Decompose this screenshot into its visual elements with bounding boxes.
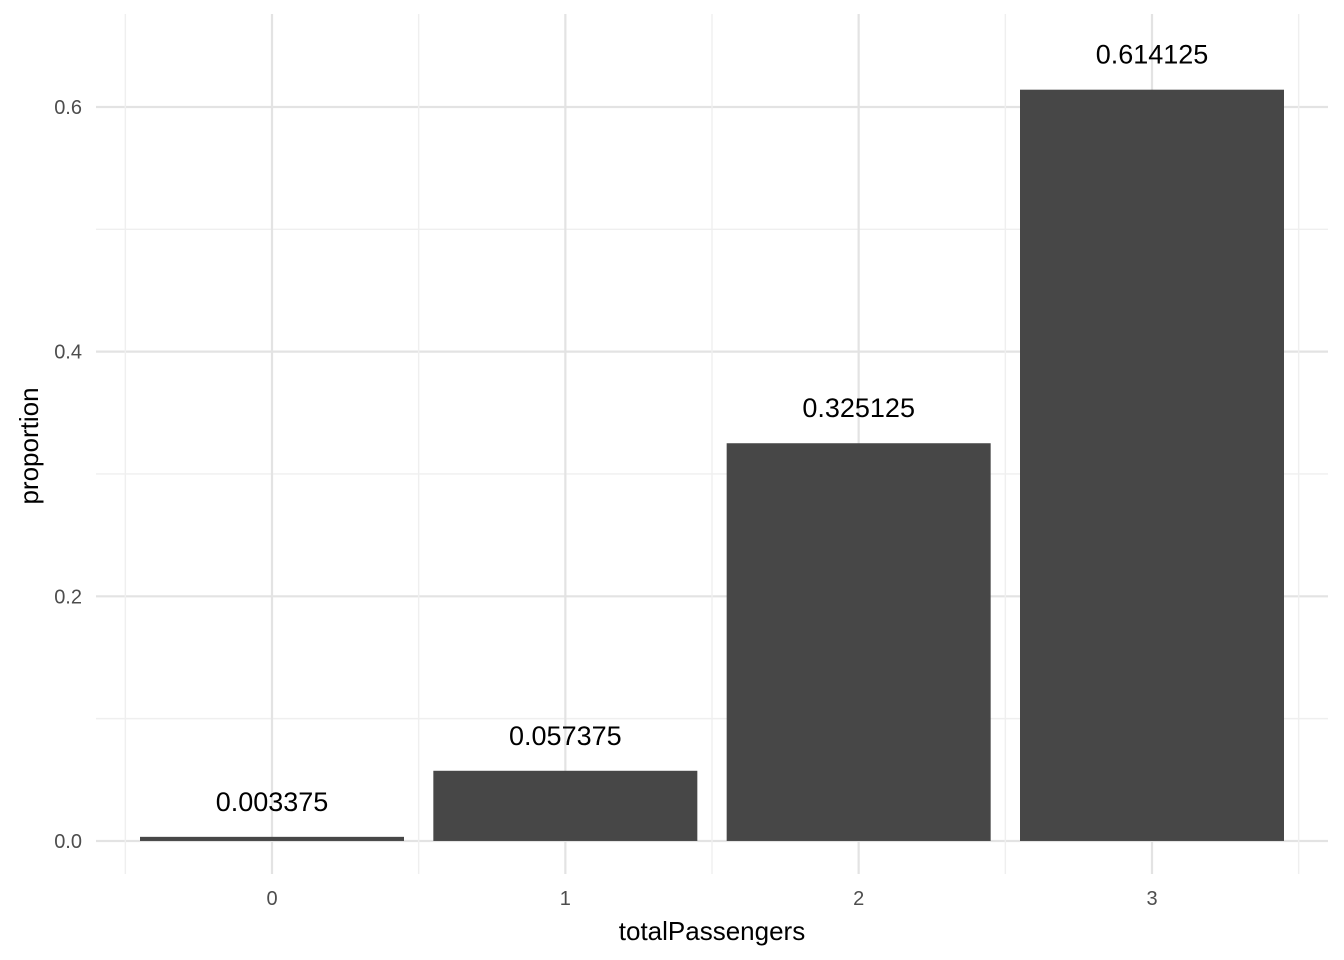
y-axis-title: proportion [14,387,44,504]
x-tick-label: 1 [560,888,571,910]
bar [726,443,991,841]
data-label: 0.057375 [509,721,622,751]
data-label: 0.003375 [216,787,329,817]
bars [140,89,1284,841]
y-tick-label: 0.6 [54,97,82,119]
bar [1020,89,1284,841]
x-tick-label: 0 [266,888,277,910]
data-label: 0.614125 [1096,40,1209,70]
y-tick-label: 0.4 [54,342,82,364]
x-tick-label: 3 [1146,888,1157,910]
bar [140,836,404,841]
bar [433,770,698,841]
data-label: 0.325125 [802,393,915,423]
x-axis-ticks: 0 1 2 3 [266,888,1157,910]
x-tick-label: 2 [853,888,864,910]
x-axis-title: totalPassengers [619,916,805,946]
y-axis-ticks: 0.0 0.2 0.4 0.6 [54,97,82,853]
data-labels: 0.003375 0.057375 0.325125 0.614125 [216,40,1209,817]
y-tick-label: 0.0 [54,831,82,853]
y-tick-label: 0.2 [54,586,82,608]
grid [96,14,1328,874]
